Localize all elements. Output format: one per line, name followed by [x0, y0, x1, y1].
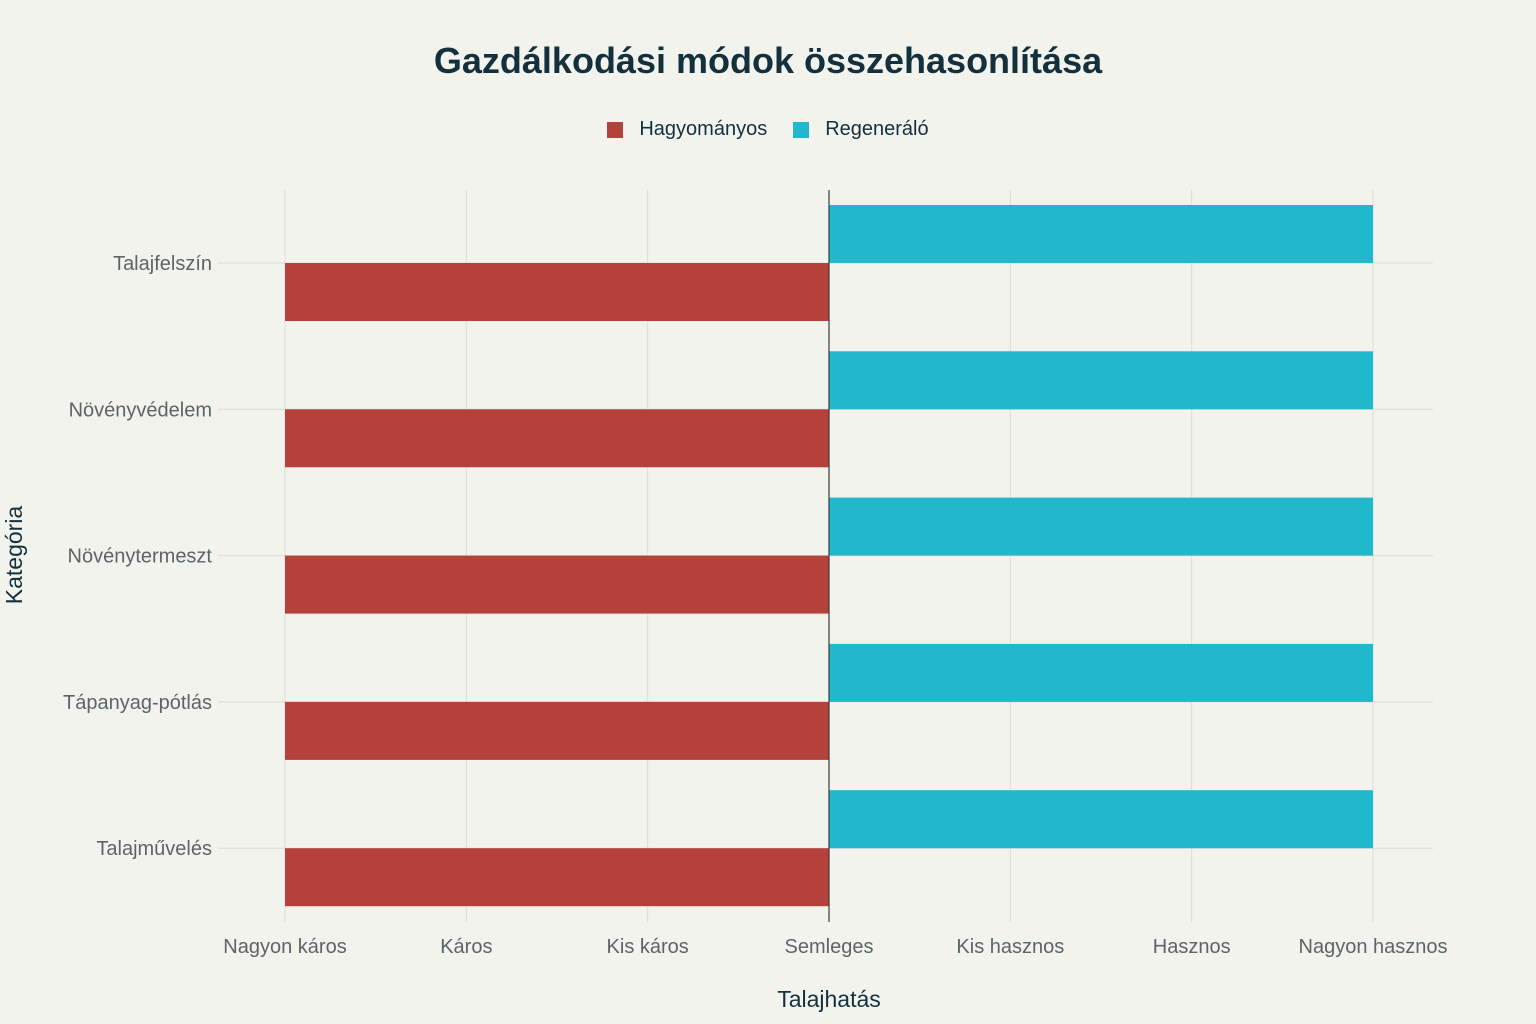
chart-title: Gazdálkodási módok összehasonlítása [433, 40, 1103, 81]
x-axis-title: Talajhatás [777, 986, 881, 1012]
y-tick-label: Talajművelés [96, 838, 212, 860]
y-tick-label: Talajfelszín [113, 253, 212, 275]
bar-hagyomanyos[interactable] [285, 555, 829, 614]
legend-item-hagyomanyos[interactable]: Hagyományos [607, 118, 767, 141]
axes: Nagyon káros Káros Kis káros Semleges Kis ha… [63, 190, 1447, 958]
y-tick-label: Tápanyag-pótlás [63, 692, 212, 714]
legend-swatch-regeneralo [793, 121, 810, 138]
bar-regeneralo[interactable] [829, 497, 1373, 556]
legend-label-hagyomanyos: Hagyományos [639, 118, 768, 140]
legend-item-regeneralo[interactable]: Regeneráló [793, 118, 929, 141]
bar-regeneralo[interactable] [829, 643, 1373, 702]
x-tick-label: Kis káros [607, 936, 689, 958]
x-tick-label: Káros [440, 936, 492, 958]
bar-regeneralo[interactable] [829, 205, 1373, 263]
bars [285, 205, 1373, 907]
bar-hagyomanyos[interactable] [285, 409, 829, 468]
x-tick-label: Hasznos [1153, 936, 1231, 958]
bar-hagyomanyos[interactable] [285, 848, 829, 907]
legend-swatch-hagyomanyos [607, 121, 624, 138]
legend-label-regeneralo: Regeneráló [825, 118, 929, 140]
x-tick-label: Nagyon hasznos [1299, 936, 1448, 958]
x-tick-label: Nagyon káros [223, 936, 346, 958]
bar-regeneralo[interactable] [829, 351, 1373, 410]
y-tick-label: Növénytermeszt [68, 546, 213, 568]
bar-hagyomanyos[interactable] [285, 701, 829, 760]
x-tick-label: Kis hasznos [956, 936, 1064, 958]
y-axis-title: Kategória [1, 506, 27, 605]
legend: Hagyományos Regeneráló [0, 118, 1536, 141]
bar-regeneralo[interactable] [829, 790, 1373, 849]
y-tick-label: Növényvédelem [69, 399, 212, 421]
x-tick-label: Semleges [785, 936, 874, 958]
bar-hagyomanyos[interactable] [285, 263, 829, 321]
